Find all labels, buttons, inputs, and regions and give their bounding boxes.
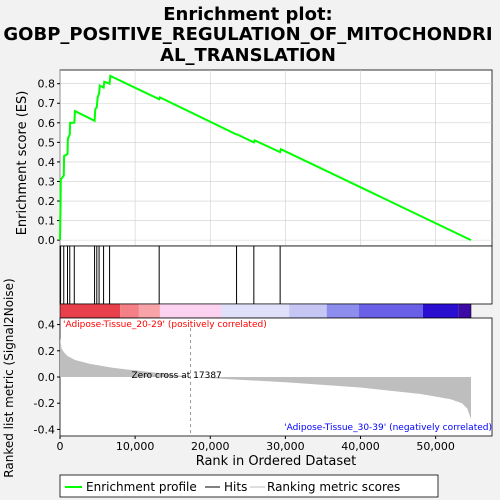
color-bar-segment: [326, 304, 360, 318]
es-tick-label: 0.4: [38, 156, 56, 169]
es-tick-label: 0.6: [38, 117, 56, 130]
title-line-1: Enrichment plot:: [163, 4, 333, 25]
metric-x-tick-label: 0: [57, 440, 64, 453]
es-tick-label: 0.7: [38, 97, 56, 110]
es-tick-label: 0.0: [38, 234, 56, 247]
color-bar-segment: [159, 304, 222, 318]
metric-y-tick-label: -0.4: [34, 423, 55, 436]
es-y-axis-label: Enrichment score (ES): [15, 91, 30, 236]
metric-x-tick-label: 10,000: [116, 440, 155, 453]
es-y-ticks: 0.0 0.1 0.2 0.3 0.4 0.5 0.6 0.7 0.8: [38, 78, 60, 247]
positive-correlation-label: 'Adipose-Tissue_20-29' (positively corre…: [63, 320, 267, 330]
title-line-3: AL_TRANSLATION: [160, 45, 336, 66]
metric-y-tick-label: 0.2: [38, 345, 56, 358]
zero-cross-label: Zero cross at 17387: [131, 371, 221, 381]
hits-group: [60, 246, 281, 304]
es-tick-label: 0.5: [38, 136, 56, 149]
color-bar-segment: [359, 304, 423, 318]
title-line-2: GOBP_POSITIVE_REGULATION_OF_MITOCHONDRI: [3, 24, 492, 45]
metric-x-axis-label: Rank in Ordered Dataset: [196, 454, 357, 469]
metric-x-tick-label: 30,000: [266, 440, 305, 453]
es-tick-label: 0.8: [38, 78, 56, 91]
hits-panel: [59, 245, 493, 305]
metric-x-ticks: 0 10,000 20,000 30,000 40,000 50,000: [57, 436, 455, 453]
metric-y-tick-label: -0.2: [34, 397, 55, 410]
color-bar-segment: [422, 304, 459, 318]
metric-y-axis-label: Ranked list metric (Signal2Noise): [2, 278, 16, 477]
color-bar-segment: [120, 304, 139, 318]
metric-y-tick-label: 0.0: [38, 371, 56, 384]
metric-x-tick-label: 20,000: [191, 440, 230, 453]
legend-label-hits: Hits: [224, 480, 247, 494]
negative-correlation-label: 'Adipose-Tissue_30-39' (negatively corre…: [284, 423, 492, 433]
metric-x-tick-label: 40,000: [341, 440, 380, 453]
color-bar-segment: [458, 304, 471, 318]
color-bar-segment: [138, 304, 160, 318]
metric-y-tick-label: 0.4: [38, 319, 56, 332]
metric-x-tick-label: 50,000: [416, 440, 455, 453]
legend-label-es: Enrichment profile: [86, 480, 197, 494]
legend-label-metric: Ranking metric scores: [267, 480, 400, 494]
rank-color-bar: [59, 303, 472, 319]
color-bar-segment: [221, 304, 290, 318]
es-tick-label: 0.2: [38, 195, 56, 208]
metric-area: [60, 337, 471, 419]
metric-y-ticks: -0.4 -0.2 0.0 0.2 0.4: [34, 319, 60, 436]
es-tick-label: 0.1: [38, 215, 56, 228]
es-grid: [59, 70, 492, 246]
color-bar-segment: [60, 304, 121, 318]
color-bar-segment: [289, 304, 327, 318]
es-line: [59, 74, 472, 242]
es-tick-label: 0.3: [38, 175, 56, 188]
legend: [59, 474, 439, 498]
